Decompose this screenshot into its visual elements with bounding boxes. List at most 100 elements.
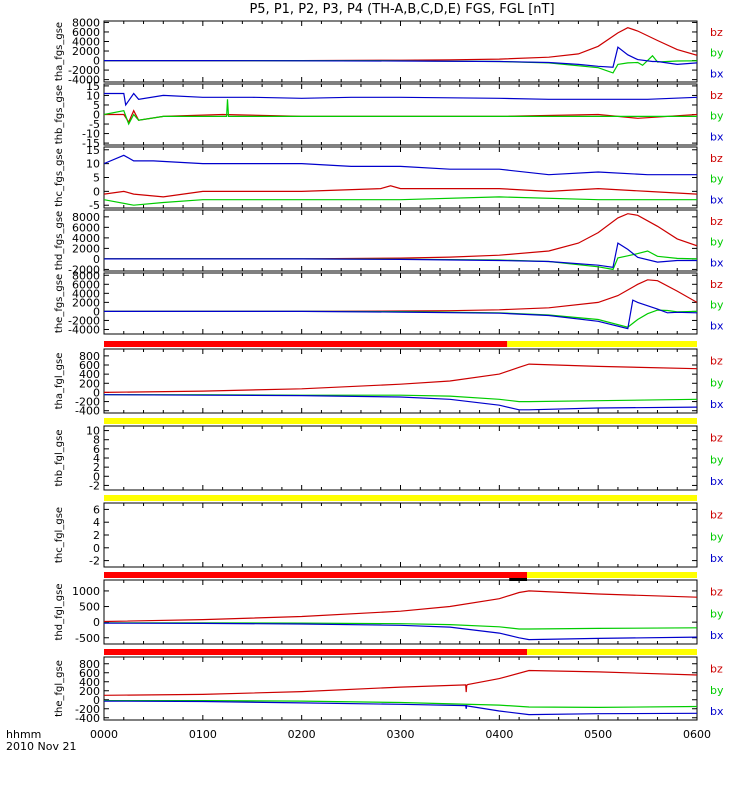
y-tick-label: -2000 [68, 263, 100, 276]
x-axis: hhmm 2010 Nov 21 0000 0100 0200 0300 0400 050… [6, 728, 711, 753]
panel-frame [103, 20, 698, 83]
y-tick-label: -2 [89, 555, 100, 568]
y-tick-label: 400 [79, 676, 100, 689]
x-axis-label-hhmm: hhmm [6, 728, 41, 741]
status-bar-segment [104, 572, 528, 578]
y-tick-label: 4 [93, 452, 100, 465]
y-tick-label: 4 [93, 516, 100, 529]
y-tick-label: 6000 [72, 26, 100, 39]
status-bar-segment [507, 341, 697, 347]
legend-label-bz: bz [710, 26, 723, 39]
panel-frame [103, 272, 698, 335]
y-tick-label: 800 [79, 658, 100, 671]
y-tick-label: 2 [93, 529, 100, 542]
series-line-bx [104, 394, 697, 411]
y-tick-label: 2000 [72, 242, 100, 255]
y-tick-label: 5 [93, 172, 100, 185]
legend-label-bz: bz [710, 89, 723, 102]
y-tick-label: -2000 [68, 64, 100, 77]
y-tick-label: 0 [93, 185, 100, 198]
series-line-bz [104, 590, 697, 623]
y-tick-label: -500 [75, 632, 100, 645]
y-tick-label: -10 [82, 128, 100, 141]
series-group [104, 590, 697, 641]
legend-label-bx: bx [710, 67, 724, 80]
y-tick-label: 200 [79, 685, 100, 698]
y-tick-label: -2000 [68, 314, 100, 327]
y-tick-label: -2 [89, 479, 100, 492]
legend-label-by: by [710, 47, 724, 60]
y-tick-label: -400 [75, 405, 100, 418]
series-line-bz [104, 669, 697, 696]
y-tick-label: 0 [93, 694, 100, 707]
series-line-bz [104, 363, 697, 393]
y-tick-label: 800 [79, 350, 100, 363]
x-axis-label-date: 2010 Nov 21 [6, 740, 76, 753]
y-axis-label: the_fgl_gse [54, 660, 65, 717]
legend-label-bx: bx [710, 398, 724, 411]
series-group [104, 669, 697, 716]
series-line-by [104, 699, 697, 709]
y-tick-label: 8 [93, 434, 100, 447]
y-tick-label: 15 [86, 80, 100, 93]
legend-label-bx: bx [710, 193, 724, 206]
series-line-bz [104, 185, 697, 198]
series-line-bx [104, 242, 697, 268]
y-axis-label: thc_fgs_gse [54, 148, 65, 207]
series-line-bx [104, 46, 697, 68]
y-tick-label: -4000 [68, 323, 100, 336]
x-tick-label: 0100 [189, 728, 217, 741]
y-axis-label: thc_fgl_gse [54, 507, 65, 563]
y-tick-label: 8000 [72, 16, 100, 29]
y-tick-label: 500 [79, 601, 100, 614]
series-line-bx [104, 622, 697, 641]
x-tick-label: 0200 [288, 728, 316, 741]
legend-label-bx: bx [710, 319, 724, 332]
panel-frame [103, 656, 698, 721]
x-tick-label: 0000 [90, 728, 118, 741]
legend-label-by: by [710, 173, 724, 186]
panel-frame [103, 209, 698, 272]
y-tick-label: 0 [93, 386, 100, 399]
panel-frame [103, 502, 698, 568]
y-tick-label: 10 [86, 158, 100, 171]
x-tick-label: 0500 [584, 728, 612, 741]
series-group [104, 213, 697, 271]
x-tick-label: 0400 [485, 728, 513, 741]
y-axis-label: thb_fgl_gse [54, 430, 65, 487]
y-tick-label: 6000 [72, 221, 100, 234]
y-tick-label: 0 [93, 470, 100, 483]
panel-frame [103, 579, 698, 645]
series-group [104, 92, 697, 126]
y-tick-label: 0 [93, 55, 100, 68]
legend-label-bz: bz [710, 215, 723, 228]
legend-label-bz: bz [710, 509, 723, 522]
y-tick-label: 2000 [72, 296, 100, 309]
y-tick-label: 0 [93, 542, 100, 555]
status-bar-segment [104, 649, 528, 655]
x-tick-label: 0600 [683, 728, 711, 741]
panel-thd_fgl_gse: -500 0 500 1000 thd_fgl_gse bz by bx [54, 572, 724, 645]
status-bar-segment [104, 495, 697, 501]
legend-label-by: by [710, 453, 724, 466]
y-tick-label: 1000 [72, 585, 100, 598]
series-line-bx [104, 299, 697, 330]
y-axis-label: thd_fgs_gse [54, 211, 65, 270]
status-bar-segment [527, 649, 697, 655]
y-tick-label: 8000 [72, 211, 100, 224]
series-line-bz [104, 279, 697, 312]
y-tick-label: 600 [79, 667, 100, 680]
series-line-by [104, 622, 697, 630]
status-bar-segment [104, 418, 697, 424]
series-line-by [104, 54, 697, 74]
legend-label-by: by [710, 236, 724, 249]
y-tick-label: 6000 [72, 278, 100, 291]
legend-label-bx: bx [710, 130, 724, 143]
panel-frame [103, 83, 698, 146]
legend-label-by: by [710, 376, 724, 389]
